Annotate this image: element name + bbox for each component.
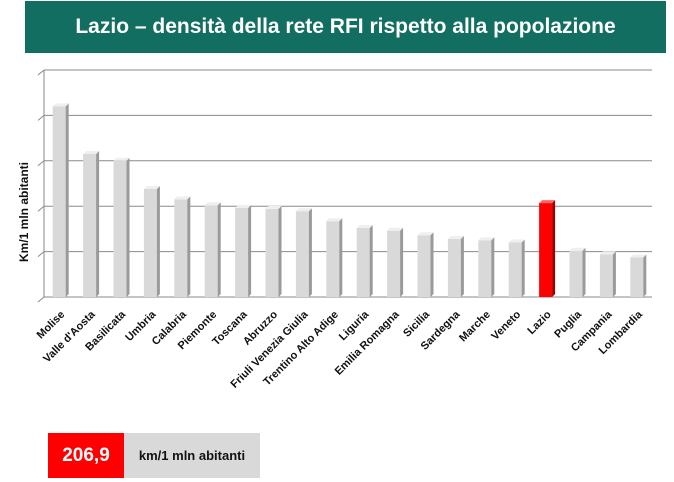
- gridline-tick: [37, 115, 45, 121]
- bar-top: [204, 202, 221, 206]
- bar-face: [143, 188, 157, 297]
- bar-side: [248, 205, 252, 297]
- bar-side: [187, 196, 191, 297]
- bar-side: [65, 103, 69, 297]
- bar-face: [113, 160, 127, 297]
- bar-veneto: [508, 239, 525, 297]
- bar-side: [126, 157, 130, 297]
- bar-face: [174, 199, 188, 297]
- bar-top: [417, 232, 434, 236]
- bar-abruzzo: [265, 205, 282, 297]
- bar-face: [599, 254, 613, 297]
- bar-face: [235, 208, 249, 297]
- bar-umbria: [143, 185, 160, 297]
- bar-top: [569, 247, 586, 251]
- bar-face: [539, 203, 553, 297]
- bar-face: [478, 240, 492, 297]
- bar-piemonte: [204, 202, 221, 297]
- chart-grid: [37, 69, 652, 303]
- bar-face: [630, 257, 644, 297]
- bar-side: [612, 251, 616, 297]
- bar-side: [400, 227, 404, 297]
- bar-trentino-alto-adige: [326, 218, 343, 297]
- category-label: Lazio: [525, 308, 554, 337]
- summary-value: 206,9: [48, 433, 124, 478]
- bar-top: [599, 251, 616, 255]
- bar-top: [478, 237, 495, 241]
- bar-face: [569, 250, 583, 297]
- bar-top: [235, 205, 252, 209]
- bar-top: [387, 227, 404, 231]
- bar-side: [643, 254, 647, 297]
- bar-side: [156, 185, 160, 297]
- bar-top: [508, 239, 525, 243]
- bar-lazio: [539, 200, 556, 297]
- title-banner: Lazio – densità della rete RFI rispetto …: [25, 1, 666, 53]
- bar-puglia: [569, 247, 586, 297]
- bar-top: [295, 208, 312, 212]
- bar-side: [217, 202, 221, 297]
- bar-calabria: [174, 196, 191, 297]
- gridline-tick: [37, 205, 45, 212]
- page-title: Lazio – densità della rete RFI rispetto …: [75, 15, 616, 38]
- bar-campania: [599, 251, 616, 297]
- bar-toscana: [235, 205, 252, 297]
- bar-liguria: [356, 224, 373, 297]
- chart-bars: [52, 103, 647, 297]
- bar-side: [308, 208, 312, 297]
- bar-top: [83, 150, 100, 154]
- gridline-tick: [37, 251, 45, 257]
- bar-face: [387, 230, 401, 297]
- bar-top: [356, 224, 373, 228]
- bar-face: [447, 238, 461, 297]
- bar-top: [113, 157, 130, 161]
- bar-face: [417, 235, 431, 297]
- y-axis-label: Km/1 mln abitanti: [17, 162, 31, 262]
- bar-basilicata: [113, 157, 130, 297]
- bar-side: [430, 232, 434, 297]
- bar-emilia-romagna: [387, 227, 404, 297]
- bar-side: [521, 239, 525, 297]
- bar-molise: [52, 103, 69, 297]
- bar-face: [83, 153, 97, 297]
- bar-side: [552, 200, 556, 297]
- bar-top: [539, 200, 556, 204]
- bar-face: [52, 106, 66, 297]
- bar-top: [52, 103, 69, 107]
- category-label: Marche: [457, 309, 493, 345]
- bar-top: [326, 218, 343, 222]
- bar-sicilia: [417, 232, 434, 297]
- bar-lombardia: [630, 254, 647, 297]
- bar-face: [508, 242, 522, 297]
- bar-marche: [478, 237, 495, 297]
- summary-unit: km/1 mln abitanti: [138, 448, 246, 463]
- bar-side: [491, 237, 495, 297]
- bar-side: [460, 235, 464, 297]
- category-label: Veneto: [489, 308, 523, 342]
- bar-top: [174, 196, 191, 200]
- bar-top: [265, 205, 282, 209]
- bar-top: [630, 254, 647, 258]
- bar-side: [339, 218, 343, 297]
- bar-side: [582, 247, 586, 297]
- bar-top: [143, 185, 160, 189]
- bar-side: [96, 150, 100, 297]
- bar-face: [326, 221, 340, 297]
- bar-face: [356, 227, 370, 297]
- gridline-tick: [37, 69, 45, 76]
- gridline-tick: [37, 160, 45, 167]
- bar-face: [265, 208, 279, 297]
- bar-friuli-venezia-giulia: [295, 208, 312, 297]
- summary-box: 206,9 km/1 mln abitanti: [48, 433, 260, 478]
- bar-sardegna: [447, 235, 464, 297]
- bar-side: [278, 205, 282, 297]
- bar-face: [204, 205, 218, 297]
- bar-face: [295, 211, 309, 297]
- gridline-tick: [37, 296, 45, 303]
- bar-valle-d-aosta: [83, 150, 100, 297]
- bar-side: [369, 224, 373, 297]
- bar-top: [447, 235, 464, 239]
